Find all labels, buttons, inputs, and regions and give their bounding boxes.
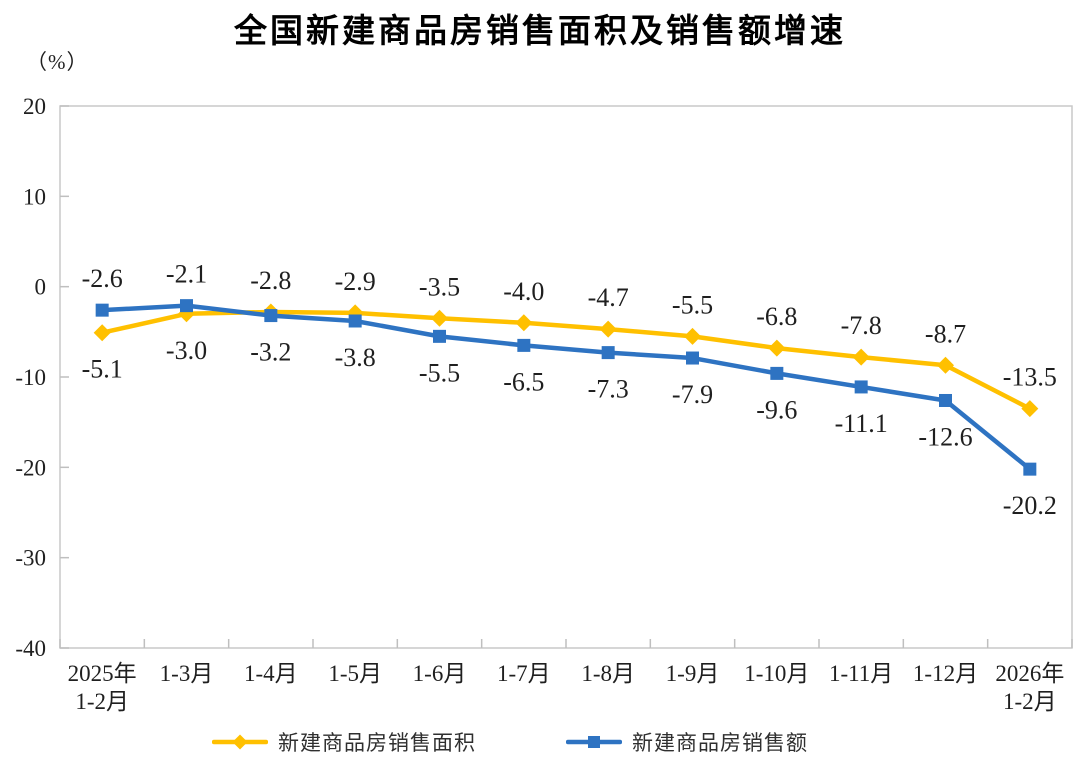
legend-swatch-sales-area <box>212 733 268 751</box>
legend-swatch-sales-amount <box>566 733 622 751</box>
legend-label-sales-amount: 新建商品房销售额 <box>632 731 808 755</box>
diamond-marker <box>515 314 533 332</box>
legend-line-diamond-icon <box>212 734 268 750</box>
square-marker <box>1023 462 1037 476</box>
data-label: -9.6 <box>756 395 797 424</box>
y-tick-label: -30 <box>15 546 46 571</box>
x-category-label: 1-10月 <box>744 661 809 686</box>
square-marker <box>854 380 868 394</box>
x-axis: 2025年 1-2月 1-3月 1-4月 1-5月 1-6月 1-7月 1-8月 1-9月 1-1… <box>59 639 1073 714</box>
y-tick-label: -20 <box>15 455 46 480</box>
x-category-label: 1-3月 <box>160 661 214 686</box>
square-marker <box>939 393 952 407</box>
data-label: -4.0 <box>503 277 544 306</box>
x-category-label: 1-9月 <box>666 661 720 686</box>
legend-item-sales-amount: 新建商品房销售额 <box>566 727 808 757</box>
series-line <box>99 303 1033 472</box>
x-category-label: 2025年 1-2月 <box>68 661 137 714</box>
x-category-label: 1-4月 <box>244 661 298 686</box>
square-marker <box>433 329 446 343</box>
x-category-label: 1-7月 <box>497 661 551 686</box>
data-label: -3.5 <box>419 272 460 301</box>
y-tick-label: 0 <box>35 275 47 300</box>
data-label: -20.2 <box>1003 491 1057 520</box>
y-tick-label: -10 <box>15 365 46 390</box>
square-marker <box>601 346 615 360</box>
x-category-label: 1-6月 <box>413 661 467 686</box>
legend: 新建商品房销售面积 新建商品房销售额 <box>212 727 808 757</box>
data-label: -3.0 <box>166 336 207 365</box>
diamond-marker <box>852 348 870 366</box>
legend-label-sales-area: 新建商品房销售面积 <box>278 731 476 755</box>
diamond-marker <box>937 356 954 374</box>
square-marker <box>95 303 109 317</box>
data-label: -2.6 <box>82 264 123 293</box>
data-label: -5.5 <box>419 358 460 387</box>
series-line <box>99 309 1033 411</box>
data-label: -2.1 <box>166 260 207 289</box>
square-marker <box>517 338 531 352</box>
legend-item-sales-area: 新建商品房销售面积 <box>212 727 476 757</box>
y-axis: 20 10 0 -10 -20 -30 -40 <box>15 94 69 661</box>
data-label: -11.1 <box>835 409 888 438</box>
x-category-label: 2026年 1-2月 <box>995 661 1064 714</box>
y-tick-label: 10 <box>23 184 46 209</box>
data-label: -6.8 <box>756 302 797 331</box>
data-label: -7.9 <box>672 380 713 409</box>
x-category-label: 1-5月 <box>328 661 382 686</box>
data-label: -3.8 <box>335 343 376 372</box>
data-label: -8.7 <box>925 319 966 348</box>
series-sales-area <box>93 303 1039 418</box>
diamond-marker <box>599 320 617 338</box>
diamond-marker <box>93 324 111 342</box>
data-labels: -5.1 -2.6 -3.0 -2.1 -2.8 -3.2 -2.9 -3.8 -3.5 -5.5… <box>82 260 1057 521</box>
diamond-marker <box>1021 400 1039 418</box>
square-marker <box>770 366 784 380</box>
data-label: -7.3 <box>588 375 629 404</box>
y-tick-label: -40 <box>15 636 46 661</box>
data-label: -4.7 <box>588 283 629 312</box>
legend-line-square-icon <box>566 736 622 748</box>
y-axis-unit-label: （%） <box>26 50 89 74</box>
data-label: -3.2 <box>250 338 291 367</box>
square-marker <box>264 309 278 323</box>
square-marker <box>180 299 193 313</box>
data-label: -5.1 <box>82 355 123 384</box>
data-label: -5.5 <box>672 290 713 319</box>
x-category-label: 1-11月 <box>829 661 893 686</box>
data-label: -2.9 <box>335 267 376 296</box>
data-label: -6.5 <box>503 367 544 396</box>
chart-title: 全国新建商品房销售面积及销售额增速 <box>234 14 846 50</box>
series-sales-amount <box>95 299 1037 476</box>
data-label: -12.6 <box>918 422 972 451</box>
square-marker <box>686 351 699 365</box>
diamond-marker <box>768 339 786 357</box>
diamond-marker <box>684 327 701 345</box>
x-category-label: 1-12月 <box>913 661 978 686</box>
data-label: -2.8 <box>250 266 291 295</box>
data-label: -13.5 <box>1003 363 1057 392</box>
data-label: -7.8 <box>841 311 882 340</box>
y-tick-label: 20 <box>23 94 46 119</box>
x-category-label: 1-8月 <box>581 661 635 686</box>
plot-border <box>59 105 1073 649</box>
square-marker <box>348 314 362 328</box>
diamond-marker <box>431 309 448 327</box>
